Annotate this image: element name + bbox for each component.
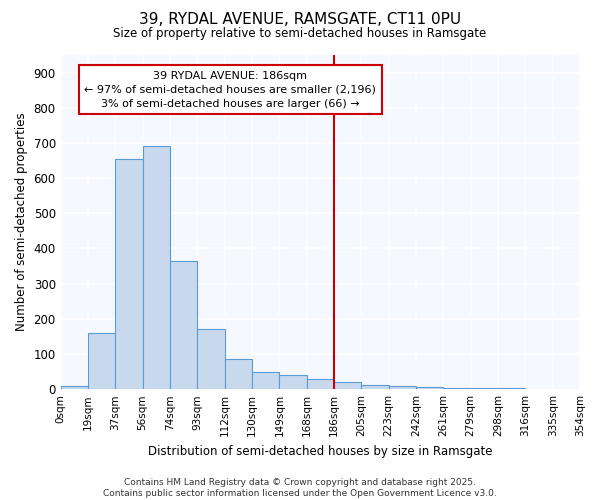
Bar <box>280 375 307 389</box>
Text: Contains HM Land Registry data © Crown copyright and database right 2025.
Contai: Contains HM Land Registry data © Crown c… <box>103 478 497 498</box>
Bar <box>170 261 197 389</box>
Bar <box>334 382 361 389</box>
Bar <box>143 146 170 389</box>
Bar <box>197 330 224 389</box>
Bar <box>307 378 334 389</box>
Bar <box>389 386 416 389</box>
Text: Size of property relative to semi-detached houses in Ramsgate: Size of property relative to semi-detach… <box>113 28 487 40</box>
Bar <box>361 384 389 389</box>
Text: 39, RYDAL AVENUE, RAMSGATE, CT11 0PU: 39, RYDAL AVENUE, RAMSGATE, CT11 0PU <box>139 12 461 28</box>
X-axis label: Distribution of semi-detached houses by size in Ramsgate: Distribution of semi-detached houses by … <box>148 444 493 458</box>
Bar <box>470 388 498 389</box>
Bar <box>61 386 88 389</box>
Y-axis label: Number of semi-detached properties: Number of semi-detached properties <box>15 113 28 332</box>
Text: 39 RYDAL AVENUE: 186sqm
← 97% of semi-detached houses are smaller (2,196)
3% of : 39 RYDAL AVENUE: 186sqm ← 97% of semi-de… <box>84 71 376 109</box>
Bar <box>498 388 526 389</box>
Bar <box>443 388 470 389</box>
Bar <box>252 372 280 389</box>
Bar <box>416 388 443 389</box>
Bar <box>115 159 143 389</box>
Bar <box>88 333 115 389</box>
Bar <box>224 360 252 389</box>
